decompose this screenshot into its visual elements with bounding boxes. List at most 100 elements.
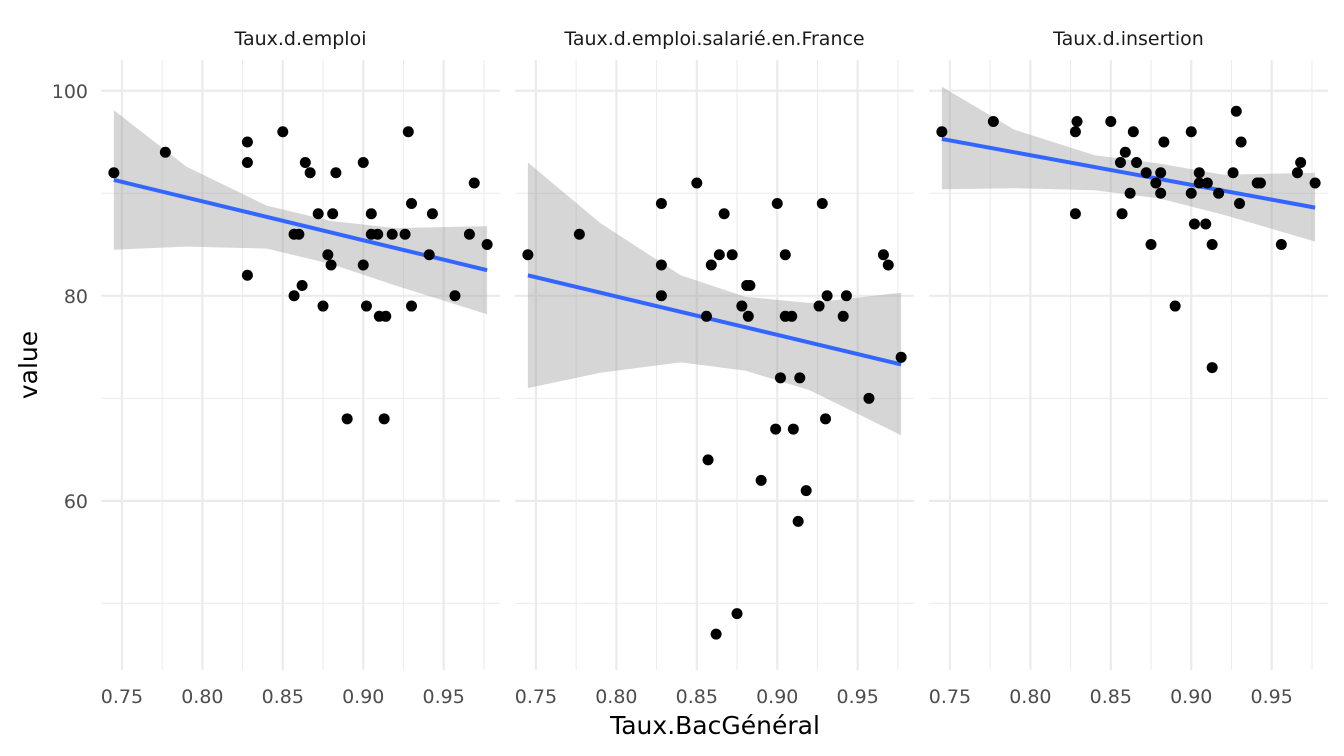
data-point [731,608,743,620]
data-point [327,208,339,220]
data-point [1230,105,1242,117]
x-tick-label: 0.95 [423,686,465,708]
data-point [1124,187,1136,199]
data-point [312,208,324,220]
data-point [1145,239,1157,251]
data-point [1140,167,1152,179]
y-tick-label: 80 [64,286,88,308]
data-point [1114,157,1126,169]
data-point [463,228,475,240]
data-point [1295,157,1307,169]
x-tick-label: 0.75 [101,686,143,708]
data-point [821,290,833,302]
data-point [325,259,337,271]
data-point [837,310,849,322]
x-tick-label: 0.90 [1170,686,1212,708]
data-point [241,136,253,148]
x-tick-label: 0.95 [837,686,879,708]
data-point [820,413,832,425]
data-point [882,259,894,271]
data-point [360,300,372,312]
data-point [895,351,907,363]
data-point [1206,239,1218,251]
data-point [1275,239,1287,251]
data-point [317,300,329,312]
facet-panel: Taux.d.emploi 0.75 0.80 0.85 0.90 0.95 [101,28,500,708]
x-tick-label: 0.80 [181,686,223,708]
data-point [987,116,999,128]
data-point [1291,167,1303,179]
data-point [840,290,852,302]
data-point [159,146,171,158]
data-point [241,157,253,169]
data-point [655,198,667,210]
data-point [293,228,305,240]
x-axis-title: Taux.BacGénéral [609,711,820,740]
facet-strip-title: Taux.d.emploi [234,28,367,50]
data-point [1185,126,1197,138]
data-point [1235,136,1247,148]
data-point [691,177,703,189]
data-point [813,300,825,312]
data-point [1155,167,1167,179]
data-point [378,413,390,425]
data-point [330,167,342,179]
x-tick-label: 0.80 [1009,686,1051,708]
confidence-band [113,110,488,315]
data-point [1206,362,1218,374]
data-point [1127,126,1139,138]
regression-line [941,136,1316,210]
data-point [1213,187,1225,199]
data-point [702,454,714,466]
data-point [718,208,730,220]
data-point [288,290,300,302]
data-point [341,413,353,425]
data-point [800,485,812,497]
data-point [700,310,712,322]
data-point [655,259,667,271]
facet-panel: Taux.d.insertion 0.75 0.80 0.85 0.90 0.95 [929,28,1328,708]
x-tick-label: 0.85 [676,686,718,708]
data-point [1155,187,1167,199]
confidence-band [527,162,902,436]
data-point [792,515,804,527]
data-point [1169,300,1181,312]
data-point [816,198,828,210]
data-point [779,249,791,261]
x-tick-label: 0.90 [342,686,384,708]
data-point [742,310,754,322]
data-point [736,300,748,312]
data-point [1116,208,1128,220]
data-point [774,372,786,384]
data-point [406,198,418,210]
data-point [1254,177,1266,189]
data-point [877,249,889,261]
data-point [299,157,311,169]
data-point [655,290,667,302]
data-point [304,167,316,179]
data-point [108,167,120,179]
data-point [380,310,392,322]
data-point [296,280,308,292]
data-point [449,290,461,302]
data-point [936,126,948,138]
data-point [1193,167,1205,179]
data-point [710,628,722,640]
data-point [357,157,369,169]
facet-panel: Taux.d.emploi.salarié.en.France 0.75 0.80 0… [515,28,914,708]
y-axis: 60 80 100 [52,81,88,513]
data-point [794,372,806,384]
y-tick-label: 100 [52,81,88,103]
data-point [402,126,414,138]
data-point [522,249,534,261]
data-point [1188,218,1200,230]
y-tick-label: 60 [64,491,88,513]
data-point [1069,126,1081,138]
x-tick-label: 0.85 [1090,686,1132,708]
data-point [481,239,493,251]
data-point [1193,177,1205,189]
data-point [726,249,738,261]
x-tick-label: 0.85 [262,686,304,708]
data-point [1200,218,1212,230]
